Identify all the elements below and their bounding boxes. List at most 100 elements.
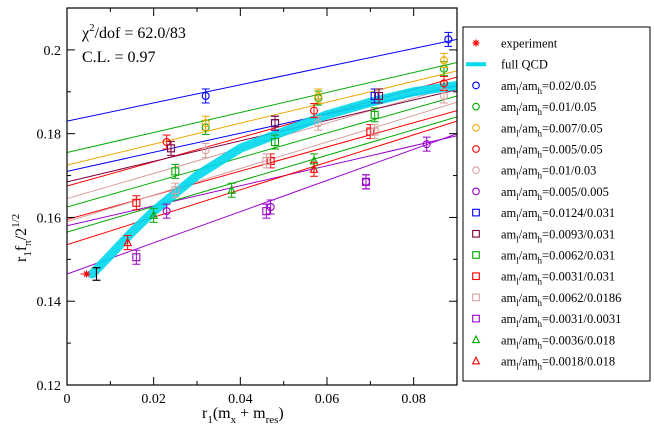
legend-label: full QCD xyxy=(501,58,548,72)
legend-entry: full QCD xyxy=(466,58,548,72)
data-point xyxy=(171,182,180,198)
point-marker-13-1 xyxy=(309,164,319,173)
data-point xyxy=(227,182,237,198)
legend-label: aml/amh=0.02/0.05 xyxy=(501,79,596,96)
data-point xyxy=(444,31,453,47)
point-marker-12-0 xyxy=(149,210,159,219)
x-tick-label: 0.08 xyxy=(401,392,426,407)
legend-label: aml/amh=0.005/0.005 xyxy=(501,185,609,202)
legend-entry: aml/amh=0.02/0.05 xyxy=(472,79,596,96)
point-marker-9-1 xyxy=(266,156,275,165)
data-point xyxy=(422,136,431,152)
point-marker-3-0 xyxy=(162,137,171,147)
data-point xyxy=(162,203,171,219)
data-point xyxy=(439,52,449,68)
data-point xyxy=(132,195,141,211)
chiral-extrapolation-point xyxy=(92,267,101,281)
y-tick-label: 0.18 xyxy=(37,128,62,143)
legend-marker-icon xyxy=(472,187,480,196)
legend: experiment full QCD aml/amh=0.02/0.05 aml/a… xyxy=(462,26,651,382)
x-tick-label: 0.04 xyxy=(228,392,253,407)
legend-marker-icon xyxy=(472,229,480,238)
y-tick-label: 0.2 xyxy=(44,44,62,59)
data-point xyxy=(361,174,371,190)
data-point xyxy=(309,161,319,177)
data-point xyxy=(314,88,323,104)
point-marker-8-0 xyxy=(171,167,180,176)
point-marker-0-1 xyxy=(444,35,453,44)
fit-line-13 xyxy=(67,120,457,246)
legend-marker-icon xyxy=(472,81,480,90)
legend-entry: aml/amh=0.007/0.05 xyxy=(472,121,603,138)
data-point xyxy=(149,207,159,223)
legend-label: aml/amh=0.0018/0.018 xyxy=(501,355,615,372)
legend-entry: aml/amh=0.0093/0.031 xyxy=(472,227,615,244)
point-marker-6-1 xyxy=(370,91,379,101)
legend-label: aml/amh=0.0036/0.018 xyxy=(501,333,615,350)
legend-marker-icon xyxy=(472,123,480,132)
point-marker-10-0 xyxy=(171,186,180,195)
legend-box xyxy=(462,26,651,382)
point-marker-3-2 xyxy=(439,79,449,88)
legend-label: aml/amh=0.0062/0.0186 xyxy=(501,291,621,308)
data-point xyxy=(266,153,275,169)
point-marker-5-0 xyxy=(162,207,171,216)
x-axis-label: r1(mx + mres) xyxy=(202,405,284,426)
experiment-star xyxy=(83,270,90,278)
data-point xyxy=(262,203,271,219)
point-marker-9-0 xyxy=(132,198,141,207)
point-marker-4-0 xyxy=(201,146,210,155)
data-point xyxy=(370,124,379,140)
legend-label: aml/amh=0.007/0.05 xyxy=(501,121,603,138)
chi2-annotation: χ2/dof = 62.0/83 xyxy=(81,22,186,42)
data-point xyxy=(201,88,210,104)
point-marker-8-2 xyxy=(370,110,379,119)
data-point xyxy=(166,140,176,156)
tick-labels: 0 0.02 0.04 0.06 0.08 0.12 0.14 0.16 0.18 0.2 xyxy=(37,44,426,407)
fit-line-10 xyxy=(67,101,457,223)
point-marker-7-1 xyxy=(270,119,280,128)
data-point xyxy=(374,88,384,104)
legend-label: aml/amh=0.01/0.05 xyxy=(501,100,596,117)
legend-entry: aml/amh=0.0062/0.0186 xyxy=(472,291,621,308)
fit-line-11 xyxy=(67,133,457,275)
fit-line-12 xyxy=(67,116,457,233)
legend-entry: aml/amh=0.0062/0.031 xyxy=(472,249,615,266)
cl-annotation: C.L. = 0.97 xyxy=(82,49,155,66)
legend-label: aml/amh=0.0062/0.031 xyxy=(501,249,615,266)
data-point xyxy=(270,115,280,131)
point-marker-2-1 xyxy=(314,91,323,101)
legend-marker-icon xyxy=(472,102,480,111)
point-marker-0-0 xyxy=(201,91,210,101)
legend-entry: aml/amh=0.005/0.05 xyxy=(472,143,603,160)
point-marker-7-0 xyxy=(166,144,176,153)
data-point xyxy=(201,115,210,131)
y-tick-label: 0.12 xyxy=(37,379,62,394)
plot-area xyxy=(67,31,457,281)
fit-line-9 xyxy=(67,110,457,221)
legend-entry: aml/amh=0.0031/0.031 xyxy=(472,270,615,287)
legend-entry: aml/amh=0.0018/0.018 xyxy=(471,355,615,372)
data-point xyxy=(266,199,275,215)
point-marker-11-1 xyxy=(262,207,271,216)
y-axis-label: r1fπ/21/2 xyxy=(10,214,34,262)
legend-label: aml/amh=0.0093/0.031 xyxy=(501,227,615,244)
point-marker-3-1 xyxy=(309,106,319,115)
legend-entry: aml/amh=0.0036/0.018 xyxy=(471,333,615,350)
fit-line-1 xyxy=(67,61,457,154)
legend-experiment-icon xyxy=(472,39,480,47)
point-marker-4-2 xyxy=(439,91,449,101)
point-marker-5-1 xyxy=(266,202,275,212)
point-marker-10-2 xyxy=(370,127,379,136)
axes xyxy=(66,7,458,386)
data-point xyxy=(309,103,319,119)
y-tick-label: 0.14 xyxy=(37,295,62,310)
point-marker-7-2 xyxy=(374,91,384,101)
data-point xyxy=(262,153,271,169)
point-marker-11-0 xyxy=(132,253,141,262)
plot-frame xyxy=(66,7,458,386)
point-marker-9-2 xyxy=(366,127,375,136)
legend-label: aml/amh=0.005/0.05 xyxy=(501,143,603,160)
data-point xyxy=(366,124,375,140)
